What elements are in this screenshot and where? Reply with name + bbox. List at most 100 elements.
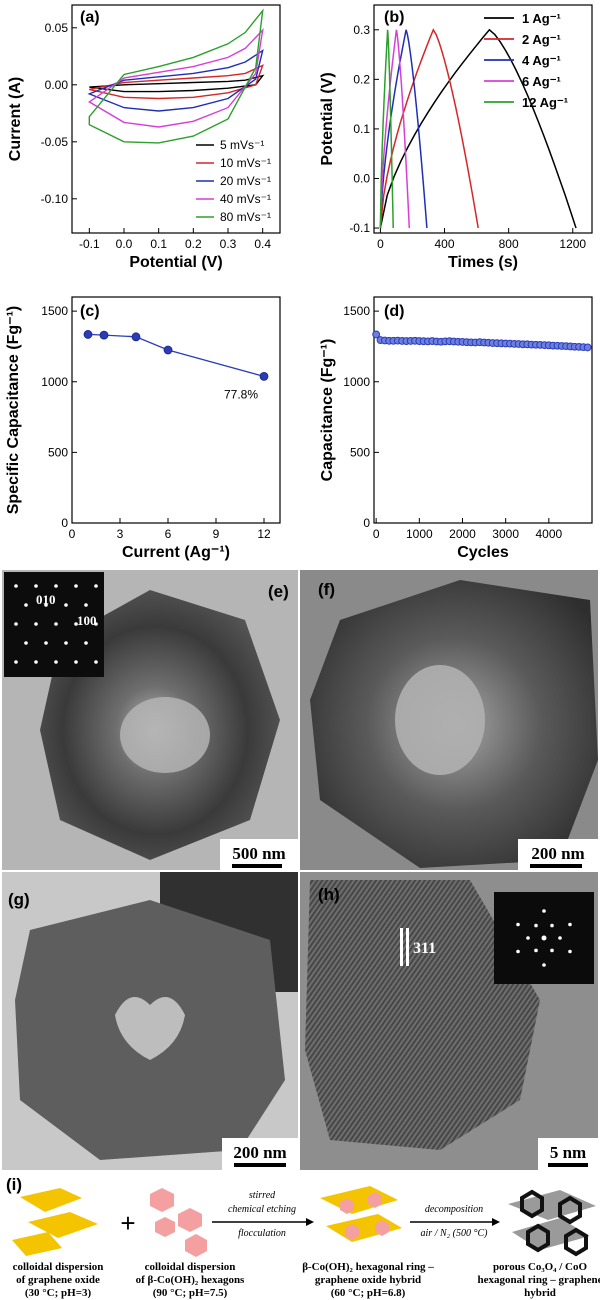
fft-spot: [550, 923, 554, 928]
diffraction-spot: [94, 622, 98, 626]
plot-frame: [373, 4, 593, 234]
fft-spots: [516, 909, 572, 967]
diffraction-spot: [34, 622, 38, 626]
y-tick-label: 0: [363, 516, 370, 530]
x-tick-label: 0: [69, 527, 76, 541]
diffraction-spot: [84, 641, 88, 645]
scale-bar-h: [548, 1163, 588, 1167]
cycle-point: [583, 343, 592, 352]
label3-line1: β-Co(OH)₂ hexagonal ring –: [302, 1261, 434, 1273]
saed-diffraction-spots: [14, 584, 98, 664]
step1-stirred: stirred: [249, 1190, 276, 1201]
x-tick-label: 0.4: [254, 237, 271, 251]
panel-label-e: (e): [268, 582, 289, 601]
x-tick-label: 0.0: [116, 237, 133, 251]
y-tick-label: 0.05: [45, 21, 69, 35]
tem-panel-f: (f) 200 nm: [300, 570, 598, 871]
label4-line3: hybrid: [524, 1287, 556, 1299]
label2-line2: of β-Co(OH)₂ hexagons: [136, 1274, 245, 1286]
rate-point: [131, 332, 141, 342]
gcd-curve-1: [379, 28, 577, 229]
rate-point: [99, 330, 109, 340]
scheme-panel-i: (i) + stirred chemical etching flocculat…: [6, 1175, 600, 1299]
label4-line2: hexagonal ring – graphene: [478, 1274, 600, 1286]
gcd-curve-3: [379, 29, 428, 229]
diffraction-spot: [34, 584, 38, 588]
x-tick-label: 800: [499, 237, 519, 251]
legend-label: 6 Ag⁻¹: [522, 74, 561, 89]
y-tick-label: 500: [48, 445, 68, 459]
diffraction-spot: [44, 603, 48, 607]
x-tick-label: 6: [165, 527, 172, 541]
y-tick-label: 1500: [41, 304, 68, 318]
saed-label-010: 010: [36, 592, 56, 607]
tem-panel-e: 010 100 (e) 500 nm: [2, 570, 298, 871]
y-tick-label: -0.1: [349, 221, 370, 235]
step2-decomposition: decomposition: [425, 1204, 483, 1215]
label4-line1: porous Co₃O₄ / CoO: [493, 1261, 588, 1273]
fft-center-spot: [541, 935, 547, 941]
tem-panel-h: 311 (h) 5 nm: [300, 872, 598, 1170]
saed-label-100: 100: [77, 613, 97, 628]
x-tick-label: 0: [377, 237, 384, 251]
label2-line1: colloidal dispersion: [145, 1261, 236, 1273]
tem-panel-g: (g) 200 nm: [2, 872, 298, 1170]
panel-label-i: (i): [6, 1175, 22, 1194]
cv-curve-4: [88, 27, 264, 128]
plus-sign: +: [120, 1208, 135, 1238]
diffraction-spot: [14, 622, 18, 626]
y-tick-label: 0.1: [353, 122, 370, 136]
chart-panel-0: (a) -0.1 0.0 0.1 0.2 0.3 0.4 0.05 0.00 -0.05 -0.10…: [7, 4, 281, 271]
chart-panel-1: (b) 0 400 800 1200 0.3 0.2 0.1 0.0 -0.1 Times (s) P…: [319, 4, 593, 271]
x-tick-label: 400: [435, 237, 455, 251]
x-tick-label: 12: [257, 527, 271, 541]
diffraction-spot: [74, 584, 78, 588]
diffraction-spot: [64, 603, 68, 607]
rate-point: [83, 330, 93, 339]
x-axis-label: Times (s): [448, 254, 518, 271]
step1-flocculation: flocculation: [238, 1228, 286, 1239]
arrow-2-head: [492, 1218, 500, 1226]
chart-panel-3: (d) 0 1000 2000 3000 4000 0 500 1000 1500 Cycles Ca…: [319, 296, 593, 561]
y-axis-label: Current (A): [7, 77, 24, 161]
diffraction-spot: [54, 660, 58, 664]
hybrid-sheets: [320, 1186, 402, 1242]
porous-hybrid-product: [508, 1189, 596, 1257]
scale-bar-f: [530, 864, 582, 868]
x-tick-label: 4000: [535, 527, 562, 541]
lattice-marker-2: [406, 928, 409, 966]
fft-spot: [568, 949, 572, 954]
cycle-point: [372, 330, 381, 339]
fft-spot: [542, 963, 546, 967]
x-tick-label: 3: [117, 527, 124, 541]
diffraction-spot: [54, 622, 58, 626]
scale-bar-e: [232, 864, 282, 868]
gcd-curve-4: [379, 29, 411, 229]
x-tick-label: 0.3: [220, 237, 237, 251]
x-tick-label: 9: [213, 527, 220, 541]
label3-line3: (60 °C; pH=6.8): [331, 1287, 406, 1299]
heart-shaped-hole: [115, 997, 185, 1060]
fft-spot: [516, 922, 520, 927]
y-tick-label: -0.10: [41, 192, 69, 206]
legend-label: 5 mVs⁻¹: [220, 138, 264, 152]
fft-spot: [568, 922, 572, 927]
label2-line3: (90 °C; pH=7.5): [153, 1287, 228, 1299]
y-tick-label: 0: [61, 516, 68, 530]
legend-label: 10 mVs⁻¹: [220, 156, 271, 170]
diffraction-spot: [34, 660, 38, 664]
legend-label: 1 Ag⁻¹: [522, 11, 561, 26]
diffraction-spot: [14, 584, 18, 588]
legend-label: 40 mVs⁻¹: [220, 192, 271, 206]
panel-label: (d): [384, 303, 404, 320]
y-tick-label: 500: [350, 445, 370, 459]
scale-bar-g: [234, 1163, 286, 1167]
cv-curve-1: [89, 74, 265, 93]
diffraction-spot: [24, 603, 28, 607]
step1-etching: chemical etching: [228, 1204, 296, 1215]
legend-label: 2 Ag⁻¹: [522, 32, 561, 47]
fft-spot: [542, 909, 546, 913]
diffraction-spot: [54, 584, 58, 588]
y-tick-label: 0.3: [353, 23, 370, 37]
diffraction-spot: [14, 660, 18, 664]
